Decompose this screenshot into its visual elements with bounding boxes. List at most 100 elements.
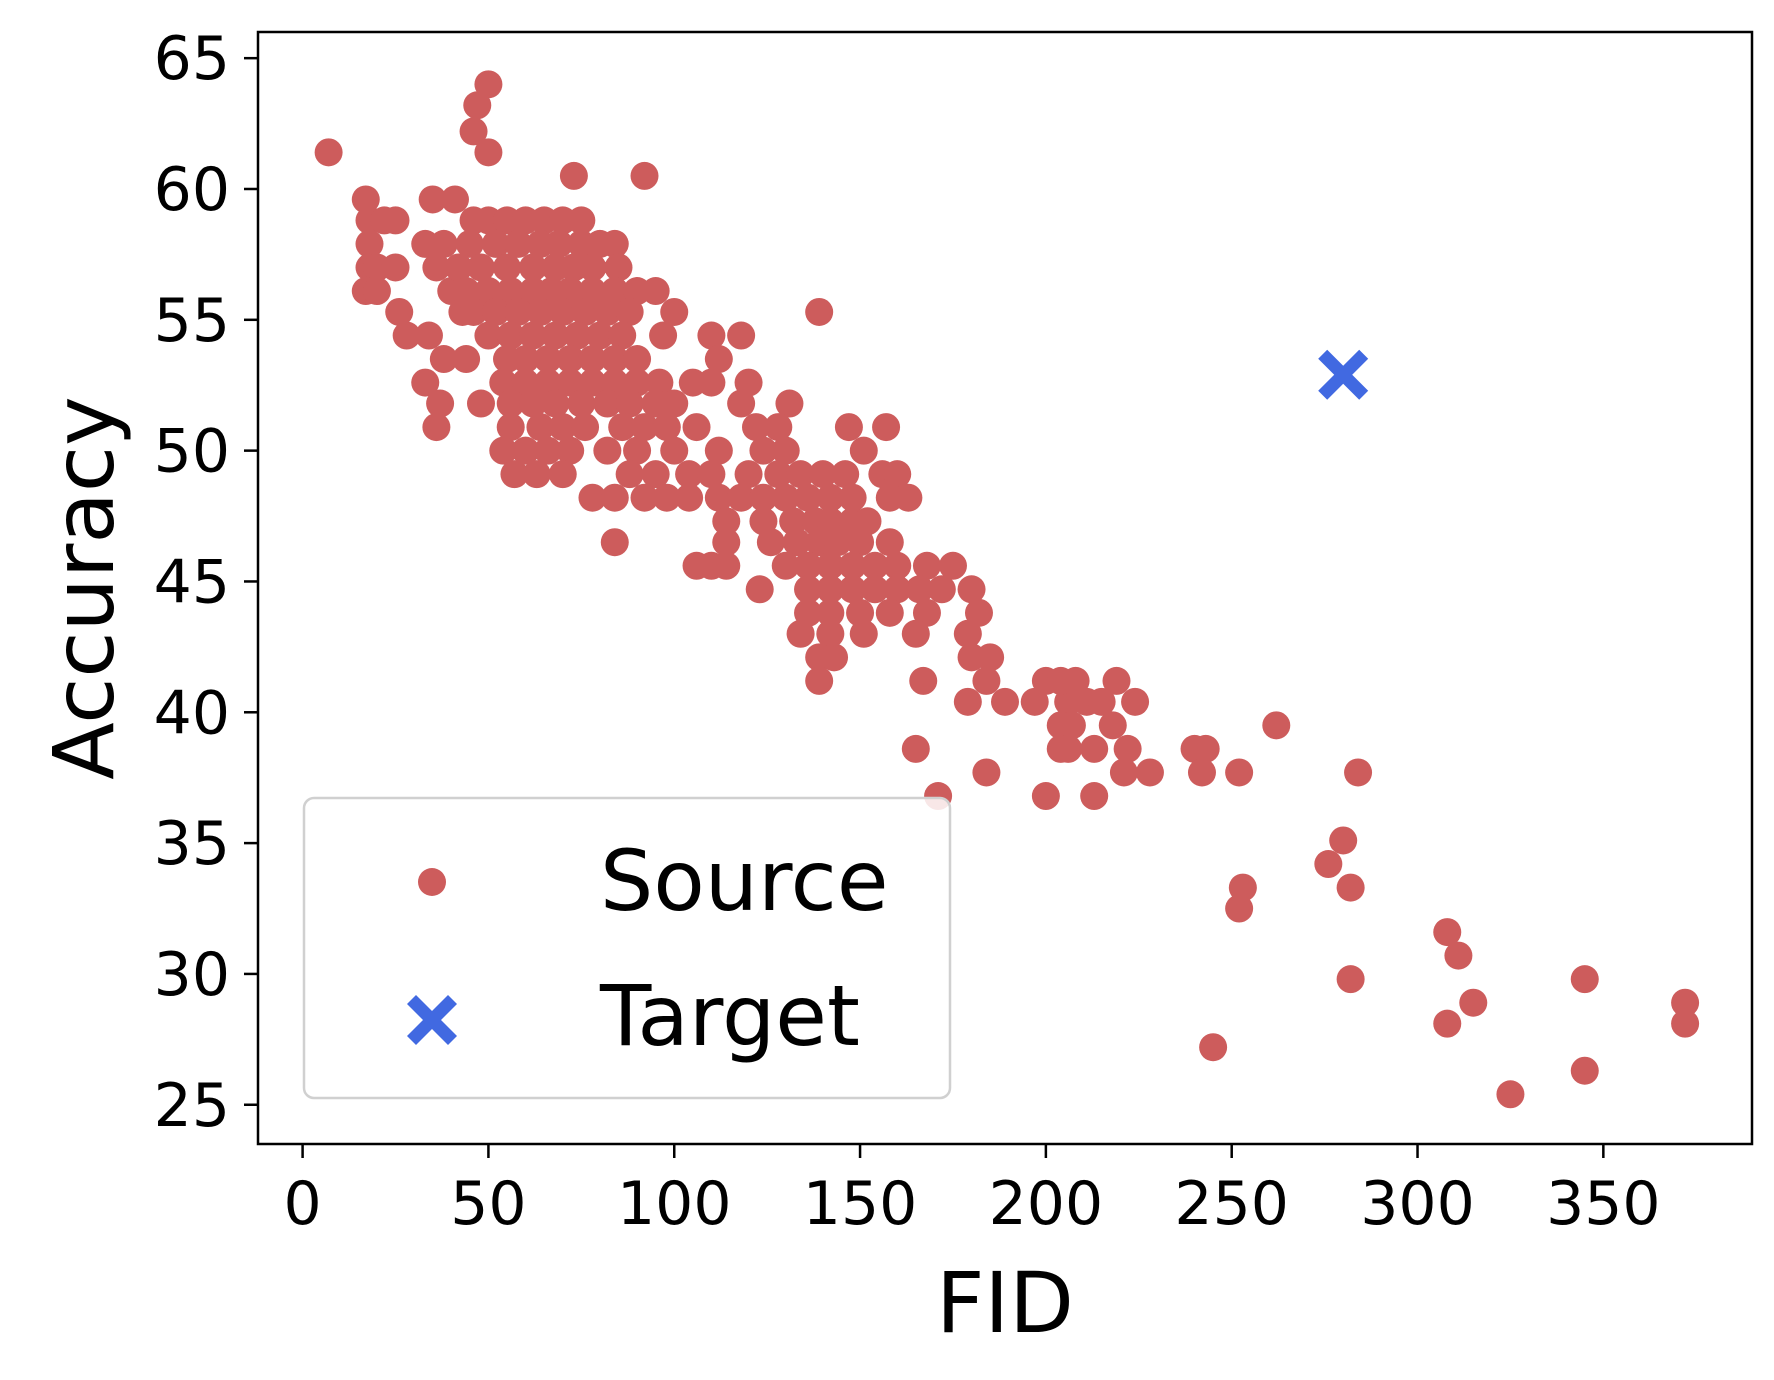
source-point-220: [1020, 687, 1049, 716]
source-point-223: [1087, 687, 1116, 716]
y-tick-label-35: 35: [154, 809, 230, 879]
source-point-249: [1329, 826, 1358, 855]
source-point-132: [660, 436, 689, 465]
source-point-95: [556, 368, 585, 397]
source-point-137: [500, 460, 529, 489]
source-point-134: [749, 436, 778, 465]
source-point-7: [351, 185, 380, 214]
source-point-77: [541, 321, 570, 350]
source-point-261: [1671, 1009, 1700, 1038]
source-point-173: [712, 528, 741, 557]
source-point-265: [805, 297, 834, 326]
x-tick-label-50: 50: [450, 1169, 526, 1239]
source-point-86: [533, 345, 562, 374]
source-point-215: [805, 666, 834, 695]
source-point-72: [615, 297, 644, 326]
source-point-74: [474, 321, 503, 350]
source-point-238: [1191, 734, 1220, 763]
source-point-4: [474, 138, 503, 167]
source-point-187: [860, 551, 889, 580]
source-point-79: [585, 321, 614, 350]
source-point-175: [782, 528, 811, 557]
legend-box: [302, 796, 952, 1100]
source-point-109: [615, 389, 644, 418]
source-point-14: [381, 253, 410, 282]
source-point-174: [756, 528, 785, 557]
source-point-85: [511, 345, 540, 374]
source-point-194: [838, 575, 867, 604]
source-point-54: [604, 253, 633, 282]
y-tick-label-55: 55: [154, 286, 230, 356]
source-point-128: [533, 436, 562, 465]
source-point-73: [660, 297, 689, 326]
source-point-230: [1057, 711, 1086, 740]
legend: Source Target: [302, 796, 952, 1100]
legend-source-marker: [418, 868, 446, 896]
source-point-184: [794, 551, 823, 580]
source-point-185: [816, 551, 845, 580]
source-point-105: [519, 389, 548, 418]
source-point-46: [600, 229, 629, 258]
source-point-154: [652, 483, 681, 512]
source-point-157: [727, 483, 756, 512]
source-point-47: [444, 253, 473, 282]
source-point-113: [775, 389, 804, 418]
source-point-198: [927, 575, 956, 604]
source-point-122: [742, 413, 770, 442]
source-point-182: [712, 551, 741, 580]
source-point-206: [786, 619, 815, 648]
source-point-48: [466, 253, 495, 282]
source-point-245: [1344, 758, 1373, 787]
source-point-244: [1225, 758, 1254, 787]
source-point-31: [422, 413, 451, 442]
source-point-135: [771, 436, 800, 465]
source-point-156: [704, 483, 733, 512]
source-point-41: [504, 229, 533, 258]
source-point-115: [526, 413, 555, 442]
source-point-158: [749, 483, 778, 512]
source-point-17: [385, 297, 414, 326]
source-point-143: [697, 460, 726, 489]
source-point-172: [600, 528, 629, 557]
y-tick-label-30: 30: [154, 940, 230, 1010]
source-point-177: [823, 528, 852, 557]
source-point-16: [362, 277, 391, 306]
source-point-3: [463, 91, 492, 120]
source-point-224: [1121, 687, 1150, 716]
source-point-5: [559, 161, 588, 190]
source-point-18: [392, 321, 421, 350]
source-point-205: [964, 598, 993, 627]
y-tick-label-40: 40: [154, 678, 230, 748]
source-point-232: [1262, 711, 1291, 740]
source-point-104: [496, 389, 525, 418]
source-point-106: [541, 389, 570, 418]
source-point-165: [712, 507, 741, 536]
source-point-89: [600, 345, 629, 374]
source-point-91: [704, 345, 733, 374]
source-point-247: [1031, 782, 1060, 811]
source-point-38: [567, 206, 596, 235]
x-tick-label-150: 150: [803, 1169, 918, 1239]
source-point-129: [556, 436, 585, 465]
x-tick-label-200: 200: [989, 1169, 1104, 1239]
source-point-27: [429, 345, 458, 374]
source-point-136: [849, 436, 878, 465]
source-point-248: [1080, 782, 1109, 811]
source-point-75: [496, 321, 525, 350]
source-point-152: [600, 483, 629, 512]
source-point-212: [820, 643, 849, 672]
source-point-235: [1080, 734, 1109, 763]
source-point-193: [816, 575, 845, 604]
source-point-255: [1444, 941, 1473, 970]
source-point-260: [1433, 1009, 1462, 1038]
source-point-88: [578, 345, 607, 374]
source-point-118: [608, 413, 637, 442]
source-point-254: [1433, 918, 1462, 947]
source-point-68: [526, 297, 555, 326]
source-point-26: [414, 321, 443, 350]
source-point-164: [894, 483, 923, 512]
source-point-30: [426, 389, 455, 418]
source-point-258: [1459, 988, 1488, 1017]
